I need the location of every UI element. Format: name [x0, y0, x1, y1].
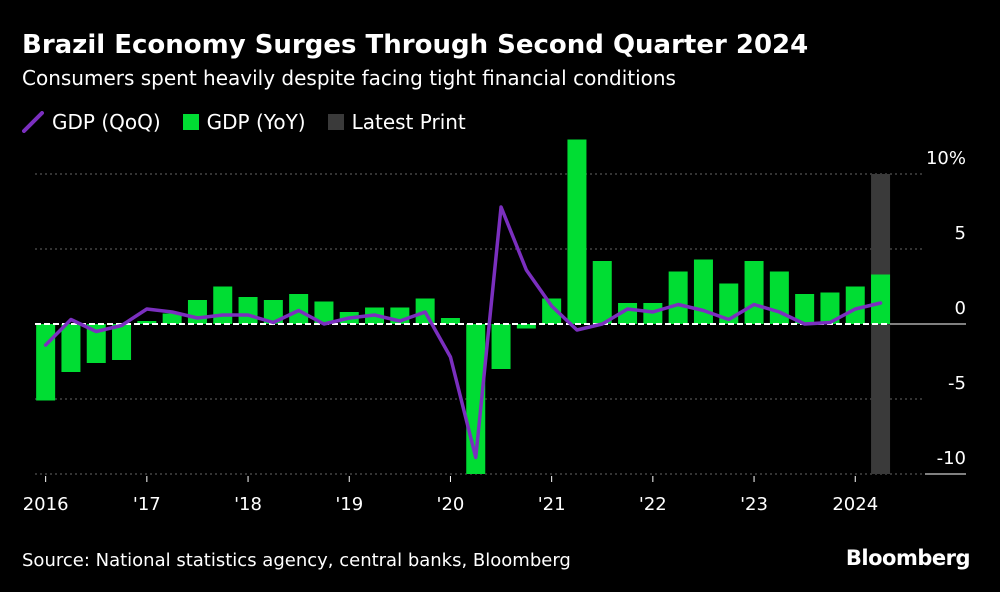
chart-title: Brazil Economy Surges Through Second Qua… [22, 30, 809, 60]
yoy-bar [440, 318, 460, 324]
gray-square-icon [327, 114, 344, 130]
yoy-bar [86, 324, 106, 363]
yoy-bar [238, 297, 258, 324]
yoy-bar [871, 274, 891, 324]
bloomberg-logo: Bloomberg [845, 546, 971, 570]
green-square-icon [182, 114, 199, 130]
x-tick-label: 2024 [832, 494, 878, 515]
legend-item-latest: Latest Print [327, 110, 466, 134]
yoy-bar [719, 283, 739, 324]
line-swatch-icon [22, 111, 44, 133]
yoy-bar [542, 298, 562, 324]
x-tick-label: '21 [538, 494, 566, 515]
x-tick-label: 2016 [23, 494, 69, 515]
legend-label-qoq: GDP (QoQ) [52, 110, 161, 134]
yoy-bar [795, 294, 815, 324]
qoq-line [43, 205, 883, 460]
yoy-bar [314, 301, 334, 324]
yoy-bar [213, 286, 233, 324]
legend-item-yoy: GDP (YoY) [182, 110, 306, 134]
yoy-bar [263, 300, 283, 324]
y-tick-label: 5 [955, 223, 966, 244]
yoy-bar [491, 324, 511, 369]
y-tick-label: -5 [948, 373, 966, 394]
legend-item-qoq: GDP (QoQ) [22, 110, 161, 134]
yoy-bar [516, 324, 536, 329]
yoy-bar [820, 292, 840, 324]
y-tick-label: 0 [955, 298, 966, 319]
source-note: Source: National statistics agency, cent… [22, 550, 571, 571]
yoy-bar [137, 321, 157, 324]
yoy-bar [112, 324, 132, 360]
x-tick-label: '20 [437, 494, 465, 515]
yoy-bar [845, 286, 865, 324]
yoy-bar [668, 271, 688, 324]
y-tick-label: -10 [937, 448, 966, 469]
legend: GDP (QoQ) GDP (YoY) Latest Print [22, 110, 488, 134]
x-tick-label: '18 [234, 494, 262, 515]
x-tick-label: '19 [335, 494, 363, 515]
yoy-bar [61, 324, 81, 372]
x-tick-label: '17 [133, 494, 161, 515]
y-tick-label: 10% [926, 148, 966, 169]
x-tick-label: '23 [740, 494, 768, 515]
yoy-bar [36, 324, 56, 401]
yoy-bar [162, 313, 182, 324]
yoy-bar [567, 139, 587, 324]
legend-label-latest: Latest Print [351, 110, 466, 134]
yoy-bar [187, 300, 207, 324]
yoy-bar [592, 261, 612, 324]
legend-label-yoy: GDP (YoY) [206, 110, 306, 134]
x-tick-label: '22 [639, 494, 667, 515]
chart-subtitle: Consumers spent heavily despite facing t… [22, 66, 676, 90]
yoy-bar [744, 261, 764, 324]
